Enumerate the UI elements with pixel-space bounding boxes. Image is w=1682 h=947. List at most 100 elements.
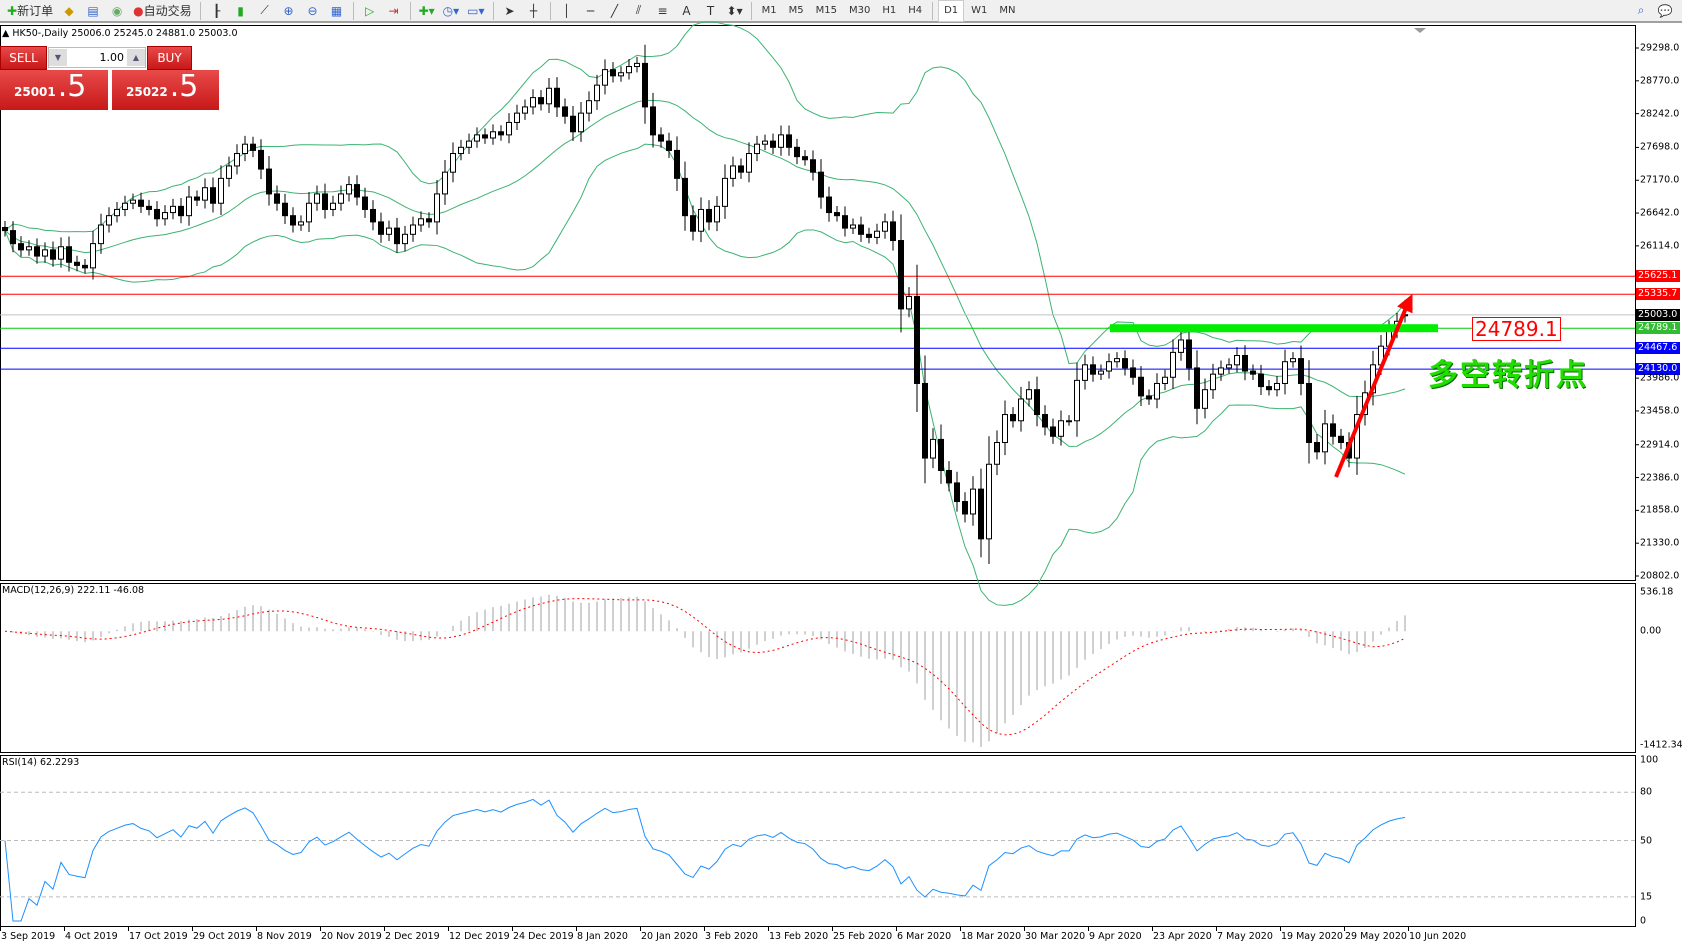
candle-body bbox=[442, 171, 448, 195]
market-watch-icon[interactable]: ◆ bbox=[64, 3, 74, 18]
candlestick-icon[interactable]: ▮ bbox=[237, 3, 244, 18]
lot-increase-icon[interactable]: ▲ bbox=[127, 49, 145, 66]
toolbar-separator bbox=[932, 1, 934, 20]
candle-body bbox=[178, 205, 184, 217]
candle-body bbox=[122, 202, 128, 210]
candle-body bbox=[986, 463, 992, 540]
candle-body bbox=[506, 121, 512, 136]
candle-body bbox=[1274, 382, 1280, 391]
candle-body bbox=[146, 205, 152, 210]
zoom-in-icon[interactable]: ⊕ bbox=[283, 3, 294, 18]
lot-size-input[interactable] bbox=[67, 50, 127, 65]
search-icon[interactable]: ⌕ bbox=[1637, 3, 1645, 17]
buy-button[interactable]: BUY bbox=[147, 46, 192, 70]
chat-icon[interactable]: 💬 bbox=[1657, 3, 1673, 18]
candle-body bbox=[474, 134, 480, 142]
candle-body bbox=[498, 131, 504, 136]
candle-body bbox=[1026, 389, 1032, 400]
timeframe-w1[interactable]: W1 bbox=[971, 5, 988, 16]
turning-point-note[interactable]: 多空转折点 bbox=[1428, 358, 1588, 393]
candle-body bbox=[826, 196, 832, 214]
timeframe-d1[interactable]: D1 bbox=[938, 0, 965, 22]
text-label-icon[interactable]: T bbox=[706, 3, 715, 18]
candle-body bbox=[578, 112, 584, 133]
timeframe-m5[interactable]: M5 bbox=[788, 5, 804, 16]
candle-body bbox=[18, 243, 24, 251]
text-icon[interactable]: A bbox=[682, 3, 691, 18]
candle-body bbox=[1154, 382, 1160, 400]
candle-body bbox=[1130, 367, 1136, 378]
sell-price-fraction: .5 bbox=[57, 69, 87, 104]
candle-body bbox=[674, 149, 680, 179]
fibonacci-icon[interactable]: ≡ bbox=[657, 3, 668, 18]
candle-body bbox=[866, 233, 872, 238]
rsi-axis-label: 15 bbox=[1640, 891, 1653, 903]
sell-button[interactable]: SELL bbox=[0, 46, 47, 70]
new-order-button[interactable]: ✚ 新订单 bbox=[7, 3, 54, 19]
templates-icon[interactable]: ▭▾ bbox=[467, 3, 485, 18]
candle-body bbox=[1202, 389, 1208, 409]
timeframe-m1[interactable]: M1 bbox=[761, 5, 777, 16]
date-axis-label: 30 Mar 2020 bbox=[1025, 931, 1086, 942]
candle-body bbox=[418, 218, 424, 226]
date-axis-label: 12 Dec 2019 bbox=[449, 931, 510, 942]
rsi-axis-label: 0 bbox=[1640, 915, 1647, 927]
lot-size-stepper[interactable]: ▼ ▲ bbox=[48, 47, 146, 68]
sell-price-button[interactable]: 25001.5 bbox=[0, 69, 108, 110]
buy-price-button[interactable]: 25022.5 bbox=[112, 69, 219, 110]
periods-clock-icon[interactable]: ◷▾ bbox=[442, 3, 460, 18]
timeframe-m30[interactable]: M30 bbox=[848, 5, 871, 16]
signal-icon[interactable]: ◉ bbox=[111, 3, 123, 18]
candle-body bbox=[26, 246, 32, 251]
candle-body bbox=[1250, 370, 1256, 375]
candle-body bbox=[738, 165, 744, 173]
candle-body bbox=[1106, 361, 1112, 372]
candle-body bbox=[1122, 358, 1128, 369]
horizontal-line-icon[interactable]: ─ bbox=[586, 3, 595, 18]
date-axis-label: 19 May 2020 bbox=[1281, 931, 1343, 942]
candle-body bbox=[354, 184, 360, 198]
chart-shift-icon[interactable]: ⇥ bbox=[388, 3, 399, 18]
arrows-icon[interactable]: ⬍▾ bbox=[726, 3, 743, 18]
candle-body bbox=[690, 215, 696, 232]
rsi-axis-label: 50 bbox=[1640, 835, 1653, 846]
timeframe-mn[interactable]: MN bbox=[999, 5, 1016, 16]
zoom-out-icon[interactable]: ⊖ bbox=[307, 3, 318, 18]
timeframe-h4[interactable]: H4 bbox=[908, 5, 923, 16]
bar-chart-icon[interactable]: ┠ bbox=[212, 3, 221, 18]
candle-body bbox=[762, 140, 768, 145]
candle-body bbox=[1226, 364, 1232, 369]
collapse-arrow-icon[interactable]: ▲ bbox=[2, 28, 13, 39]
trendline-icon[interactable]: ╱ bbox=[610, 3, 619, 18]
auto-trading-button[interactable]: ● 自动交易 bbox=[133, 3, 192, 19]
vertical-line-icon[interactable]: │ bbox=[562, 3, 571, 18]
crosshair-icon[interactable]: ┼ bbox=[529, 3, 538, 18]
candle-body bbox=[754, 143, 760, 155]
candle-body bbox=[186, 196, 192, 217]
candle-body bbox=[634, 62, 640, 68]
equidistant-channel-icon[interactable]: ⫽ bbox=[635, 3, 642, 17]
candle-body bbox=[114, 208, 120, 217]
cursor-icon[interactable]: ➤ bbox=[504, 3, 515, 18]
candle-body bbox=[450, 153, 456, 173]
level-price-label[interactable]: 24789.1 bbox=[1472, 317, 1561, 341]
navigator-icon[interactable]: ▤ bbox=[87, 3, 99, 18]
lot-decrease-icon[interactable]: ▼ bbox=[49, 49, 67, 66]
candle-body bbox=[322, 193, 328, 210]
candle-body bbox=[730, 165, 736, 179]
line-chart-icon[interactable]: ⟋ bbox=[260, 3, 269, 17]
candle-body bbox=[1298, 358, 1304, 384]
indicators-icon[interactable]: ✚▾ bbox=[418, 3, 435, 18]
candle-body bbox=[434, 193, 440, 223]
price-level-tag: 24130.0 bbox=[1636, 363, 1680, 376]
price-axis-label: 23458.0 bbox=[1640, 405, 1680, 417]
tile-windows-icon[interactable]: ▦ bbox=[330, 3, 343, 18]
auto-scroll-icon[interactable]: ▷ bbox=[364, 3, 375, 18]
timeframe-h1[interactable]: H1 bbox=[882, 5, 897, 16]
timeframe-m15[interactable]: M15 bbox=[815, 5, 837, 16]
price-axis-label: 20802.0 bbox=[1640, 570, 1680, 582]
candle-body bbox=[1018, 398, 1024, 422]
candle-body bbox=[922, 382, 928, 459]
candle-body bbox=[962, 501, 968, 515]
